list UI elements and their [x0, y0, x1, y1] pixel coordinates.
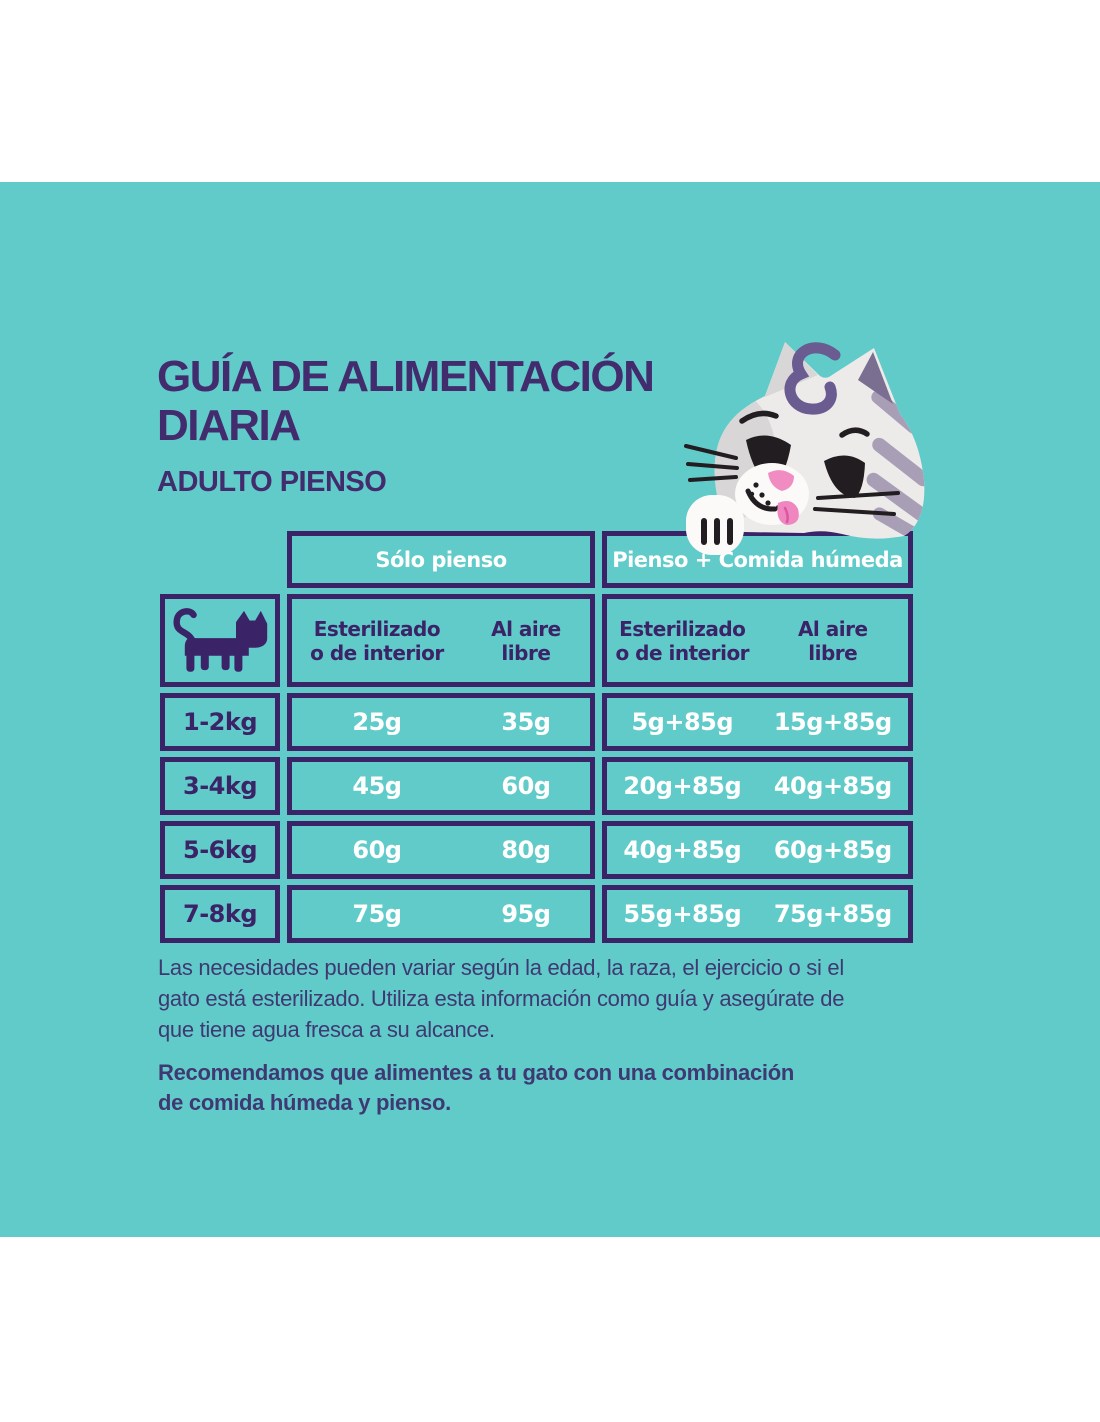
cat-whiskers — [684, 444, 900, 516]
cat-eye-right — [824, 455, 865, 498]
table-row-mixed-values: 55g+85g 75g+85g — [602, 885, 913, 943]
table-row-weight: 7-8kg — [160, 885, 280, 943]
teal-background-band — [0, 182, 1100, 1237]
value-cell: 5g+85g — [631, 708, 734, 736]
page-title-line1: GUÍA DE ALIMENTACIÓN — [157, 352, 655, 401]
group-header-dry-plus-wet: Pienso + Comida húmeda — [602, 531, 913, 588]
group-header-label: Sólo pienso — [375, 547, 507, 572]
value-cell: 40g+85g — [623, 836, 742, 864]
weight-label: 7-8kg — [183, 900, 258, 928]
group-header-label: Pienso + Comida húmeda — [612, 547, 903, 572]
cat-icon-cell — [160, 594, 280, 687]
value-cell: 75g+85g — [773, 900, 892, 928]
value-cell: 95g — [501, 900, 551, 928]
subheader-sterilized: Esterilizado o de interior — [310, 616, 444, 665]
cat-nose — [768, 470, 794, 491]
weight-label: 3-4kg — [183, 772, 258, 800]
recommendation-line: Recomendamos que alimentes a tu gato con… — [158, 1060, 794, 1085]
value-cell: 60g+85g — [773, 836, 892, 864]
table-row-mixed-values: 20g+85g 40g+85g — [602, 757, 913, 815]
cat-ear-inner — [858, 352, 893, 404]
recommendation-paragraph: Recomendamos que alimentes a tu gato con… — [158, 1058, 794, 1118]
table-row-dry-values: 60g 80g — [287, 821, 595, 879]
cat-icon — [173, 608, 268, 672]
page-title-line2: DIARIA — [157, 401, 301, 450]
table-row-weight: 5-6kg — [160, 821, 280, 879]
weight-label: 5-6kg — [183, 836, 258, 864]
table-row-weight: 1-2kg — [160, 693, 280, 751]
table-row-mixed-values: 40g+85g 60g+85g — [602, 821, 913, 879]
subheader-outdoor: Al aire libre — [797, 616, 868, 665]
value-cell: 40g+85g — [773, 772, 892, 800]
table-corner-spacer — [160, 531, 280, 588]
cat-mascot-illustration — [684, 342, 925, 555]
page-title: GUÍA DE ALIMENTACIÓN DIARIA — [157, 352, 655, 450]
page-subtitle: ADULTO PIENSO — [157, 466, 387, 498]
weight-label: 1-2kg — [183, 708, 258, 736]
subheader-outdoor: Al aire libre — [491, 616, 561, 665]
subheader-sterilized: Esterilizado o de interior — [615, 616, 750, 665]
recommendation-line: de comida húmeda y pienso. — [158, 1090, 451, 1115]
value-cell: 35g — [501, 708, 551, 736]
feeding-table: Sólo pienso Pienso + Comida húmeda Ester… — [160, 531, 913, 943]
group-header-dry-only: Sólo pienso — [287, 531, 595, 588]
value-cell: 15g+85g — [773, 708, 892, 736]
cat-paw — [686, 495, 744, 555]
value-cell: 25g — [352, 708, 402, 736]
note-line: gato está esterilizado. Utiliza esta inf… — [158, 986, 845, 1011]
value-cell: 80g — [501, 836, 551, 864]
table-row-dry-values: 75g 95g — [287, 885, 595, 943]
table-row-weight: 3-4kg — [160, 757, 280, 815]
table-row-dry-values: 25g 35g — [287, 693, 595, 751]
note-line: que tiene agua fresca a su alcance. — [158, 1017, 495, 1042]
value-cell: 75g — [352, 900, 402, 928]
value-cell: 60g — [501, 772, 551, 800]
value-cell: 20g+85g — [623, 772, 742, 800]
table-row-mixed-values: 5g+85g 15g+85g — [602, 693, 913, 751]
subheaders-dry-only: Esterilizado o de interior Al aire libre — [287, 594, 595, 687]
note-line: Las necesidades pueden variar según la e… — [158, 955, 844, 980]
value-cell: 60g — [352, 836, 402, 864]
table-row-dry-values: 45g 60g — [287, 757, 595, 815]
value-cell: 55g+85g — [623, 900, 742, 928]
value-cell: 45g — [352, 772, 402, 800]
subheaders-dry-plus-wet: Esterilizado o de interior Al aire libre — [602, 594, 913, 687]
forehead-squiggle — [784, 342, 841, 415]
note-paragraph: Las necesidades pueden variar según la e… — [158, 952, 844, 1045]
